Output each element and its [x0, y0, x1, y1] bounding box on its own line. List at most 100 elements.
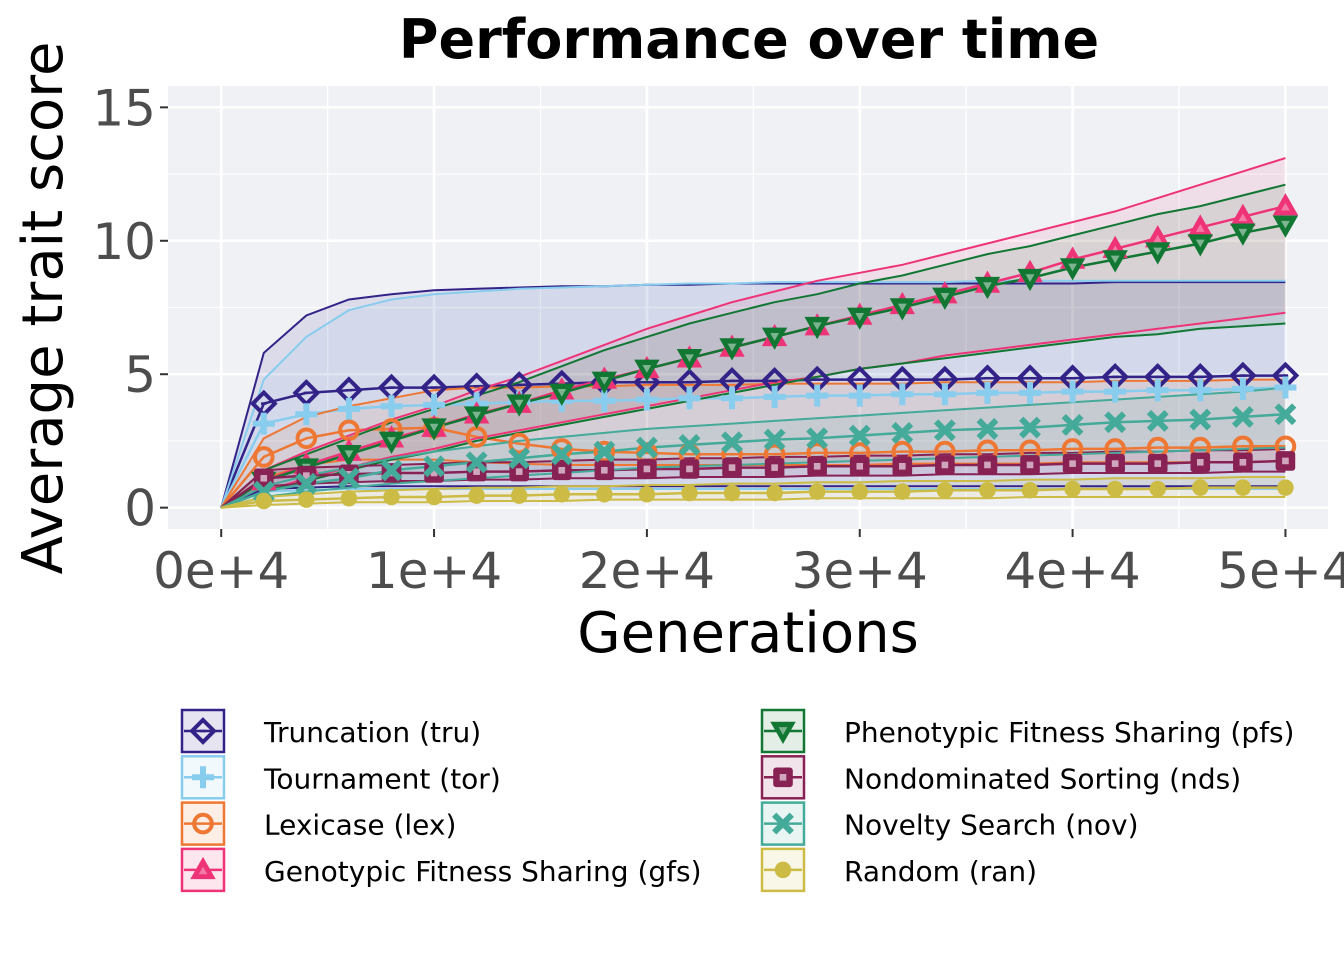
legend-item-tor: Tournament (tor): [180, 755, 501, 800]
data-point-pfs: [1102, 250, 1128, 273]
data-point-ran: [681, 484, 698, 502]
y-tick-label: 15: [92, 79, 156, 137]
legend-item-tru: Truncation (tru): [180, 708, 481, 754]
data-point-nds: [1062, 453, 1083, 474]
data-point-ran: [1106, 480, 1124, 498]
data-point-nds: [594, 460, 615, 481]
data-point-pfs: [1187, 234, 1214, 257]
data-point-nov: [508, 447, 531, 470]
data-point-nov: [721, 431, 743, 454]
ribbon-lower-gfs: [220, 311, 1286, 509]
data-point-pfs: [463, 406, 490, 429]
data-point-pfs: [336, 445, 362, 468]
data-point-tor: [1104, 380, 1127, 403]
data-point-nov: [1189, 408, 1212, 431]
data-point-pfs: [591, 371, 618, 394]
legend-item-nov: Novelty Search (nov): [760, 801, 1139, 846]
data-point-nds: [1105, 453, 1125, 474]
legend-item-nds: Nondominated Sorting (nds): [760, 755, 1241, 800]
legend: Truncation (tru) Tournament (tor) Lexicase…: [180, 708, 1294, 893]
data-point-nds: [1233, 452, 1253, 473]
data-point-nov: [678, 434, 701, 456]
data-point-nds: [977, 455, 998, 475]
data-point-ran: [553, 486, 571, 503]
data-point-nds: [849, 456, 870, 477]
data-point-pfs: [847, 307, 873, 330]
data-point-tor: [423, 393, 446, 416]
legend-item-ran: Random (ran): [760, 847, 1037, 893]
data-point-tor: [380, 395, 403, 418]
ribbon-upper-pfs: [220, 183, 1286, 509]
data-point-pfs: [676, 348, 703, 372]
data-point-nov: [1231, 405, 1254, 428]
legend-label: Random (ran): [844, 855, 1037, 888]
data-point-nov: [295, 472, 318, 495]
data-point-ran: [979, 482, 996, 499]
data-point-ran: [766, 484, 783, 502]
data-point-tor: [1061, 380, 1084, 403]
data-point-nov: [848, 424, 871, 447]
data-point-nds: [1190, 452, 1211, 473]
legend-marker-gfs: [190, 856, 216, 880]
legend-label: Genotypic Fitness Sharing (gfs): [264, 855, 702, 888]
legend-marker-tor: [192, 766, 214, 789]
data-point-nds: [722, 457, 742, 478]
data-point-pfs: [1272, 215, 1299, 238]
data-point-nds: [935, 455, 955, 475]
data-point-tor: [976, 381, 999, 404]
data-point-tor: [806, 384, 829, 407]
y-axis-title: Average trait score: [11, 42, 76, 575]
y-tick-label: 10: [92, 213, 156, 271]
x-tick-label: 2e+4: [579, 542, 715, 600]
data-point-nds: [764, 457, 785, 478]
ribbon-lower-pfs: [220, 322, 1286, 509]
x-tick-label: 3e+4: [792, 542, 928, 600]
data-point-tor: [678, 387, 701, 410]
data-point-nov: [465, 451, 488, 474]
data-point-ran: [468, 487, 485, 504]
data-point-lex: [252, 446, 275, 468]
data-point-pfs: [1059, 258, 1086, 281]
data-point-tor: [891, 383, 914, 406]
data-point-tor: [1019, 381, 1042, 404]
data-point-lex: [295, 427, 318, 450]
legend-item-gfs: Genotypic Fitness Sharing (gfs): [180, 847, 702, 893]
data-point-lex: [508, 432, 530, 455]
data-point-nov: [1274, 403, 1297, 426]
x-axis-title: Generations: [577, 601, 919, 666]
data-point-ran: [298, 491, 315, 508]
data-point-pfs: [506, 394, 532, 417]
ribbon-upper-ran: [220, 476, 1286, 509]
data-point-pfs: [932, 287, 958, 310]
data-point-ran: [510, 487, 528, 504]
data-point-ran: [1149, 480, 1166, 498]
data-point-nds: [892, 456, 913, 477]
data-point-tor: [763, 385, 786, 408]
data-point-tor: [1274, 376, 1297, 399]
x-tick-label: 5e+4: [1217, 542, 1344, 600]
data-point-ran: [1234, 479, 1252, 496]
data-point-nov: [380, 459, 403, 482]
data-point-nds: [253, 468, 274, 489]
data-point-tor: [635, 388, 658, 411]
data-point-pfs: [1017, 268, 1043, 292]
data-point-pfs: [974, 276, 1001, 300]
data-point-tor: [933, 383, 956, 406]
data-point-gfs: [1272, 193, 1299, 216]
data-point-ran: [596, 486, 613, 503]
data-point-tor: [295, 403, 318, 426]
data-point-nov: [933, 419, 956, 442]
ribbon-lower-ran: [221, 496, 1286, 509]
legend-label: Tournament (tor): [263, 762, 501, 795]
data-point-nov: [635, 436, 658, 459]
data-point-ran: [383, 488, 400, 506]
legend-marker-ran: [774, 861, 792, 879]
legend-marker-tru: [189, 717, 217, 745]
data-point-nov: [550, 443, 573, 466]
data-point-ran: [1192, 479, 1209, 496]
legend-label: Novelty Search (nov): [844, 809, 1139, 842]
data-point-nov: [1146, 409, 1169, 432]
ribbon-upper-gfs: [220, 157, 1286, 509]
legend-item-pfs: Phenotypic Fitness Sharing (pfs): [760, 708, 1294, 754]
data-point-nds: [551, 460, 572, 481]
